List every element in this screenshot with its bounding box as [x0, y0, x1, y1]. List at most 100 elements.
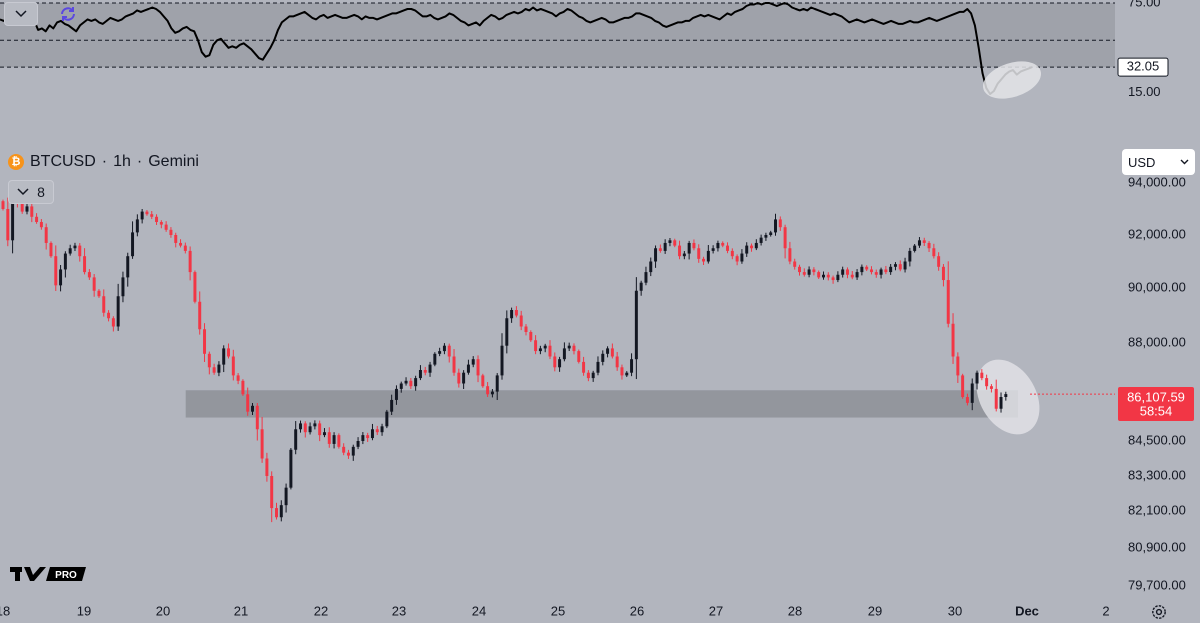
- legend-exchange: Gemini: [148, 153, 199, 170]
- candle-body: [735, 256, 739, 262]
- candle-body: [745, 245, 749, 254]
- candle-body: [390, 399, 394, 412]
- candle-body: [380, 426, 384, 433]
- candle-body: [231, 356, 235, 376]
- chart-legend[interactable]: ₿ BTCUSD · 1h · Gemini: [8, 151, 199, 173]
- collapse-indicator-button[interactable]: [4, 2, 38, 26]
- candle-body: [418, 370, 422, 379]
- candle-body: [769, 232, 773, 235]
- candle-body: [39, 222, 43, 228]
- candle-body: [1004, 394, 1008, 397]
- x-tick-label: 20: [156, 603, 170, 618]
- candle-body: [994, 388, 998, 409]
- candle-body: [198, 301, 202, 330]
- candle-body: [251, 405, 254, 412]
- candle-body: [308, 426, 312, 433]
- candle-body: [687, 242, 691, 254]
- candle-body: [913, 245, 917, 251]
- candle-body: [529, 332, 533, 341]
- candle-body: [111, 318, 115, 327]
- candle-body: [35, 216, 39, 222]
- candle-body: [385, 411, 389, 427]
- candle-body: [855, 272, 859, 278]
- candle-body: [466, 364, 470, 373]
- y-tick-label: 83,300.00: [1128, 467, 1186, 482]
- rsi-indicator-pane[interactable]: 75.00 15.00 32.05: [0, 0, 1200, 120]
- candle-body: [203, 329, 207, 354]
- candle-body: [30, 206, 34, 217]
- candle-body: [759, 237, 763, 243]
- legend-symbol: BTCUSD: [30, 153, 96, 170]
- x-tick-label: 30: [948, 603, 962, 618]
- candle-body: [370, 429, 374, 439]
- y-tick-label: 80,900.00: [1128, 539, 1186, 554]
- candle-body: [394, 388, 398, 400]
- bitcoin-icon: ₿: [8, 154, 24, 170]
- x-tick-label: 19: [77, 603, 91, 618]
- candle-body: [639, 282, 643, 291]
- candle-body: [519, 315, 523, 327]
- candle-body: [495, 375, 499, 392]
- candle-body: [318, 423, 322, 436]
- x-tick-label: 2: [1102, 603, 1109, 618]
- candle-body: [270, 476, 274, 509]
- candle-body: [778, 219, 782, 228]
- candle-body: [917, 240, 921, 246]
- candle-body: [845, 269, 849, 275]
- candle-body: [601, 353, 605, 362]
- candle-body: [711, 248, 715, 251]
- indicators-toggle-button[interactable]: 8: [8, 180, 54, 204]
- candle-body: [927, 242, 931, 249]
- candle-body: [25, 206, 29, 212]
- candle-body: [596, 361, 600, 373]
- candle-body: [83, 256, 87, 273]
- candle-body: [289, 449, 293, 488]
- support-zone: [185, 390, 1018, 418]
- candle-body: [490, 391, 494, 395]
- candle-body: [620, 367, 624, 376]
- candle-body: [812, 269, 816, 273]
- candle-body: [6, 209, 10, 241]
- candle-body: [73, 245, 77, 249]
- candle-body: [303, 423, 307, 433]
- chevron-down-icon: [15, 10, 27, 18]
- candle-body: [941, 266, 945, 281]
- candle-body: [500, 345, 504, 376]
- candle-body: [764, 235, 768, 238]
- currency-select[interactable]: USD: [1122, 149, 1195, 175]
- candle-body: [59, 269, 63, 286]
- x-tick-label: 29: [868, 603, 882, 618]
- candle-body: [788, 248, 792, 262]
- candle-body: [399, 383, 403, 389]
- y-tick-label: 94,000.00: [1128, 174, 1186, 189]
- candle-body: [275, 508, 278, 518]
- indicators-count: 8: [37, 184, 45, 200]
- candle-body: [975, 372, 979, 384]
- y-tick-label: 90,000.00: [1128, 279, 1186, 294]
- sync-icon[interactable]: [58, 4, 78, 24]
- legend-separator: ·: [136, 153, 143, 170]
- candle-body: [658, 248, 662, 251]
- candle-body: [682, 253, 686, 257]
- candle-body: [898, 264, 902, 270]
- candle-body: [908, 250, 912, 262]
- gear-icon[interactable]: [1150, 603, 1168, 621]
- candle-body: [207, 353, 211, 368]
- candle-body: [663, 242, 667, 251]
- candle-body: [462, 372, 466, 384]
- candle-body: [423, 370, 427, 373]
- candle-body: [222, 348, 226, 365]
- candle-body: [514, 310, 518, 316]
- candle-countdown: 58:54: [1140, 403, 1173, 418]
- candle-body: [879, 269, 883, 275]
- candle-body: [279, 505, 283, 518]
- candle-body: [817, 272, 821, 278]
- candle-body: [212, 367, 216, 373]
- candle-body: [486, 386, 490, 395]
- candle-body: [510, 310, 514, 319]
- candle-body: [644, 272, 648, 283]
- candle-body: [227, 348, 231, 357]
- candle-body: [54, 256, 58, 286]
- candle-body: [433, 353, 437, 365]
